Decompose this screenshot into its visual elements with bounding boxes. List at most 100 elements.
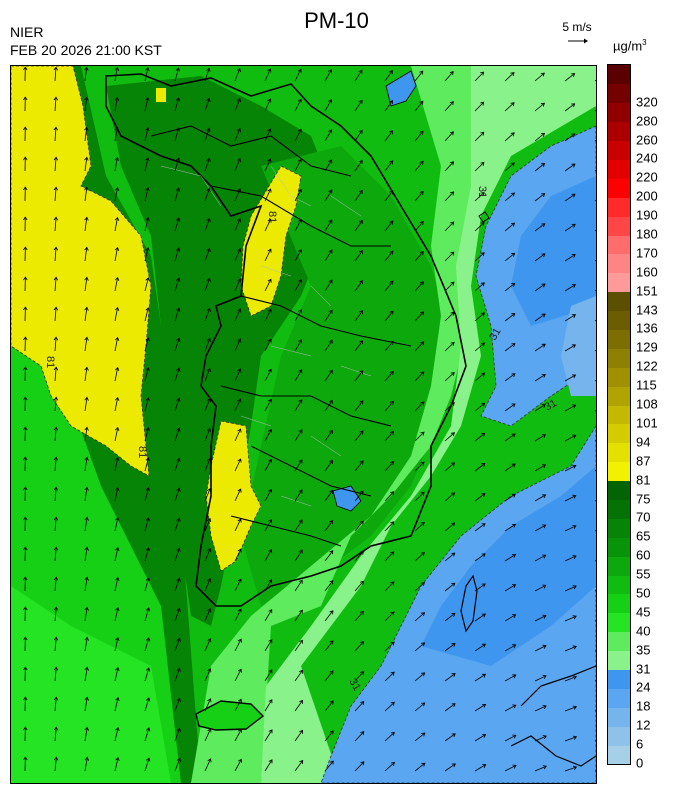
wind-arrow-shaft xyxy=(144,487,149,502)
wind-arrow-head xyxy=(176,277,181,282)
wind-arrow-shaft xyxy=(114,157,118,172)
wind-arrow-head xyxy=(84,96,89,101)
wind-arrow-head xyxy=(512,644,517,649)
wind-arrow-shaft xyxy=(414,522,425,532)
wind-arrow-head xyxy=(421,732,426,737)
wind-arrow-head xyxy=(23,426,28,431)
wind-arrow-shaft xyxy=(234,218,241,232)
wind-arrow-shaft xyxy=(564,615,577,622)
wind-arrow-head xyxy=(267,68,272,73)
wind-arrow-shaft xyxy=(384,401,394,412)
wind-arrow-head xyxy=(206,187,211,192)
wind-arrow-shaft xyxy=(564,254,576,262)
wind-arrow-shaft xyxy=(114,637,119,652)
wind-arrow-shaft xyxy=(144,277,149,292)
wind-arrow-head xyxy=(572,615,577,620)
wind-arrow-head xyxy=(481,463,486,467)
wind-arrow-shaft xyxy=(84,127,88,142)
wind-arrow-shaft xyxy=(54,577,57,592)
wind-arrow-head xyxy=(480,222,485,227)
wind-arrow-shaft xyxy=(294,249,302,262)
wind-arrow-shaft xyxy=(504,373,516,382)
wind-arrow-shaft xyxy=(384,220,394,232)
wind-arrow-shaft xyxy=(294,700,303,712)
wind-arrow-shaft xyxy=(444,191,454,202)
wind-arrow-head xyxy=(298,188,302,194)
wind-arrow-head xyxy=(298,399,303,404)
wind-arrow-shaft xyxy=(504,765,517,772)
wind-arrow-shaft xyxy=(324,700,334,712)
wind-arrow-head xyxy=(481,372,486,377)
legend-label: 143 xyxy=(636,302,658,318)
wind-arrow-head xyxy=(542,705,547,710)
wind-arrow-head xyxy=(571,73,576,78)
wind-arrow-head xyxy=(360,701,365,706)
wind-arrow-head xyxy=(206,457,211,463)
wind-arrow-head xyxy=(359,430,364,435)
wind-arrow-head xyxy=(145,517,150,522)
wind-arrow-head xyxy=(114,336,120,342)
wind-arrow-shaft xyxy=(414,401,425,412)
wind-arrow-shaft xyxy=(204,338,211,352)
wind-arrow-shaft xyxy=(534,615,547,622)
wind-arrow-shaft xyxy=(264,158,271,172)
wind-arrow-head xyxy=(145,367,150,372)
wind-arrow-head xyxy=(481,613,486,618)
wind-arrow-shaft xyxy=(504,132,515,142)
wind-arrow-head xyxy=(449,101,454,106)
wind-arrow-head xyxy=(145,307,150,312)
wind-arrow-head xyxy=(329,730,334,735)
wind-arrow-head xyxy=(176,547,181,552)
wind-arrow-head xyxy=(542,735,547,740)
wind-arrow-shaft xyxy=(414,281,424,292)
wind-arrow-head xyxy=(299,639,303,644)
wind-arrow-shaft xyxy=(474,252,485,262)
wind-arrow-head xyxy=(390,581,395,586)
wind-arrow-head xyxy=(299,759,304,765)
wind-arrow-shaft xyxy=(414,582,425,592)
wind-arrow-shaft xyxy=(174,578,180,592)
wind-arrow-head xyxy=(145,337,150,342)
legend-swatch xyxy=(608,612,630,633)
wind-arrow-head xyxy=(329,489,334,495)
wind-arrow-shaft xyxy=(234,98,241,112)
wind-arrow-shaft xyxy=(144,427,149,442)
wind-arrow-head xyxy=(267,278,272,283)
wind-arrow-shaft xyxy=(84,397,88,412)
wind-arrow-head xyxy=(115,696,120,702)
wind-arrow-shaft xyxy=(444,131,454,142)
legend-swatch xyxy=(608,197,630,217)
legend-swatch xyxy=(608,216,630,236)
contour-label: 31 xyxy=(543,397,560,414)
wind-arrow-head xyxy=(53,426,59,431)
wind-arrow-head xyxy=(420,311,425,316)
wind-arrow-head xyxy=(511,493,516,498)
map-canvas: 81 81 81 31 31 31 31 xyxy=(11,66,596,783)
contour-label: 81 xyxy=(44,356,56,368)
wind-arrow-shaft xyxy=(174,518,180,532)
wind-arrow-head xyxy=(511,463,516,468)
wind-arrow-head xyxy=(328,219,333,224)
wind-arrow-head xyxy=(298,579,303,584)
legend-label: 31 xyxy=(636,661,651,677)
wind-arrow-head xyxy=(206,67,211,72)
wind-arrow-shaft xyxy=(264,309,272,322)
wind-arrow-shaft xyxy=(174,608,180,622)
wind-arrow-shaft xyxy=(234,68,241,82)
wind-arrow-shaft xyxy=(54,457,57,472)
wind-arrow-shaft xyxy=(474,132,485,142)
wind-arrow-shaft xyxy=(444,372,455,382)
wind-arrow-head xyxy=(358,159,363,164)
wind-arrow-head xyxy=(176,727,181,732)
wind-arrow-head xyxy=(23,126,28,131)
wind-arrow-head xyxy=(450,341,455,346)
wind-arrow-head xyxy=(572,585,577,590)
wind-arrow-head xyxy=(114,216,120,221)
wind-arrow-head xyxy=(53,636,59,641)
wind-arrow-shaft xyxy=(144,97,149,112)
wind-arrow-head xyxy=(389,340,394,345)
wind-arrow-head xyxy=(23,246,28,251)
wind-arrow-shaft xyxy=(234,158,241,172)
legend-label: 260 xyxy=(636,132,658,148)
wind-arrow-head xyxy=(115,366,120,372)
